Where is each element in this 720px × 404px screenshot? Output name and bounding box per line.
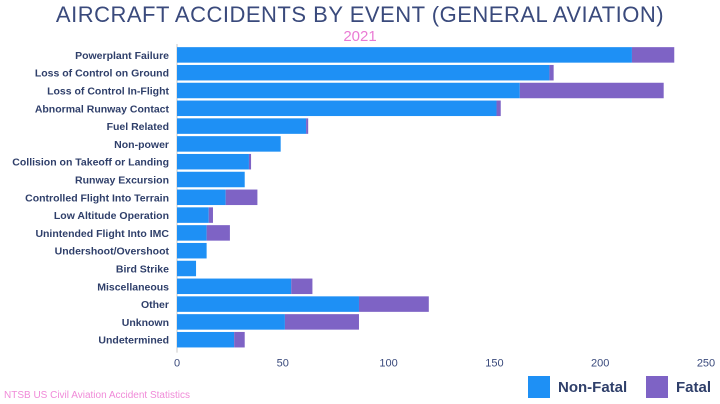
legend-swatch-fatal bbox=[646, 376, 668, 398]
bar-fatal bbox=[284, 314, 359, 330]
category-label: Undershoot/Overshoot bbox=[55, 246, 170, 258]
bar-fatal bbox=[248, 153, 252, 170]
bar-non-fatal bbox=[177, 118, 307, 134]
bar-non-fatal bbox=[177, 314, 285, 330]
bar-non-fatal bbox=[177, 82, 520, 99]
category-label: Powerplant Failure bbox=[75, 50, 169, 62]
x-tick-label: 100 bbox=[379, 358, 397, 370]
bar-fatal bbox=[225, 189, 258, 206]
bar-non-fatal bbox=[177, 153, 249, 170]
bar-non-fatal bbox=[177, 47, 632, 63]
legend-swatch-non-fatal bbox=[528, 376, 550, 398]
category-label: Loss of Control In-Flight bbox=[47, 86, 169, 98]
bar-non-fatal bbox=[177, 171, 245, 188]
bar-fatal bbox=[549, 64, 554, 81]
bar-non-fatal bbox=[177, 207, 209, 223]
x-tick-label: 0 bbox=[174, 358, 180, 370]
bar-non-fatal bbox=[177, 64, 550, 81]
bar-non-fatal bbox=[177, 278, 292, 295]
category-label: Collision on Takeoff or Landing bbox=[12, 157, 169, 169]
bar-fatal bbox=[519, 82, 664, 99]
bar-non-fatal bbox=[177, 225, 207, 241]
category-label: Other bbox=[141, 299, 169, 311]
x-tick-label: 200 bbox=[591, 358, 609, 370]
x-tick-label: 150 bbox=[485, 358, 503, 370]
chart-title: AIRCRAFT ACCIDENTS BY EVENT (GENERAL AVI… bbox=[55, 2, 665, 27]
category-label: Undetermined bbox=[98, 335, 169, 347]
x-tick-label: 250 bbox=[697, 358, 715, 370]
category-label: Unintended Flight Into IMC bbox=[35, 228, 169, 240]
category-label: Miscellaneous bbox=[97, 281, 169, 293]
legend-label-fatal: Fatal bbox=[676, 378, 712, 396]
bar-fatal bbox=[234, 331, 245, 348]
category-label: Non-power bbox=[114, 139, 169, 151]
x-tick-label: 50 bbox=[277, 358, 289, 370]
category-label: Bird Strike bbox=[116, 264, 169, 276]
bar-fatal bbox=[306, 118, 309, 134]
bar-fatal bbox=[206, 225, 230, 241]
bar-non-fatal bbox=[177, 331, 235, 348]
bar-fatal bbox=[208, 207, 213, 223]
bar-non-fatal bbox=[177, 260, 197, 277]
legend-item-fatal: Fatal bbox=[646, 375, 711, 399]
bar-non-fatal bbox=[177, 189, 226, 206]
category-label: Low Altitude Operation bbox=[54, 210, 169, 222]
category-label: Unknown bbox=[122, 317, 169, 329]
source-note: NTSB US Civil Aviation Accident Statisti… bbox=[4, 390, 190, 401]
bar-fatal bbox=[631, 47, 675, 63]
bar-fatal bbox=[358, 296, 429, 312]
chart-subtitle: 2021 bbox=[343, 28, 377, 45]
bar-fatal bbox=[291, 278, 313, 295]
category-label: Loss of Control on Ground bbox=[35, 68, 169, 80]
category-label: Abnormal Runway Contact bbox=[35, 103, 170, 115]
bar-non-fatal bbox=[177, 242, 207, 259]
bar-non-fatal bbox=[177, 296, 359, 312]
category-label: Fuel Related bbox=[107, 121, 169, 133]
legend-item-non-fatal: Non-Fatal bbox=[528, 375, 627, 399]
bar-non-fatal bbox=[177, 100, 497, 117]
legend-label-non-fatal: Non-Fatal bbox=[558, 378, 628, 396]
category-label: Runway Excursion bbox=[75, 175, 169, 187]
bar-non-fatal bbox=[177, 136, 281, 152]
bar-fatal bbox=[496, 100, 501, 117]
category-label: Controlled Flight Into Terrain bbox=[25, 192, 169, 204]
